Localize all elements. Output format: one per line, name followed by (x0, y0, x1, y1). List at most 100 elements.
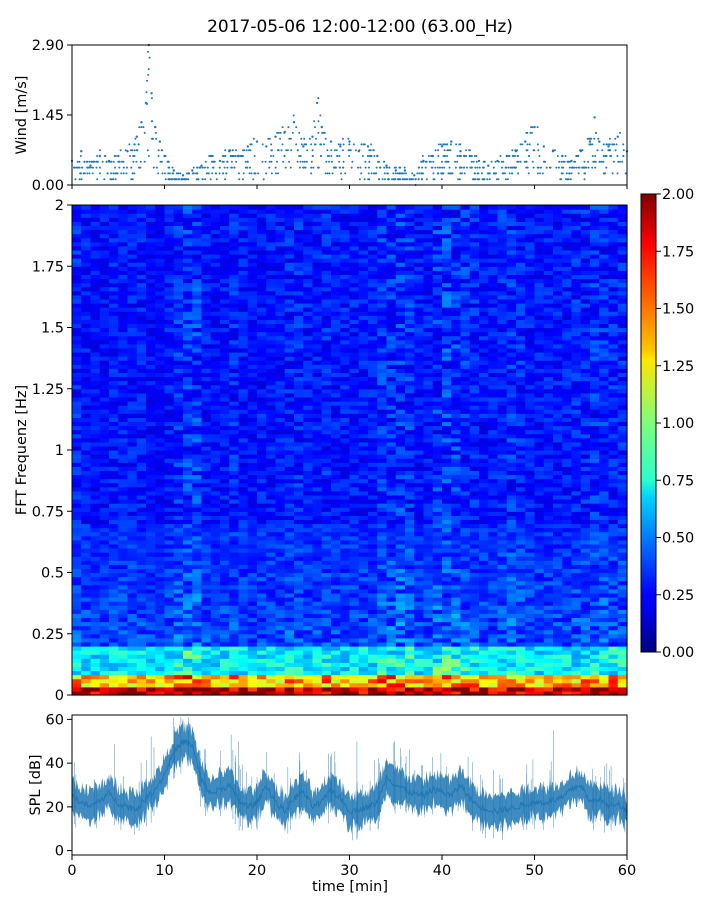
wind-scatter-points (70, 43, 629, 186)
wind-point (560, 172, 563, 175)
spectrogram-cell (192, 564, 203, 570)
wind-point (214, 172, 217, 175)
spectrogram-cell (303, 539, 314, 545)
spectrogram-cell (303, 515, 314, 521)
spectrogram-cell (340, 409, 351, 414)
spectrogram-cell (192, 298, 203, 304)
spectrogram-cell (155, 401, 166, 406)
spectrogram-cell (99, 401, 110, 406)
wind-point (323, 143, 325, 146)
spectrogram-cell (183, 486, 193, 492)
spectrogram-cell (275, 556, 286, 561)
spectrogram-cell (257, 241, 267, 247)
spectrogram-cell (118, 539, 129, 545)
spectrogram-cell (257, 560, 267, 565)
spectrogram-cell (210, 405, 221, 410)
spectrogram-cell (275, 360, 286, 365)
spectrogram-cell (210, 237, 221, 243)
spectrogram-cell (164, 499, 175, 504)
spectrogram-cell (155, 580, 166, 586)
spectrogram-cell (220, 470, 230, 476)
spectrogram-cell (72, 303, 82, 308)
spectrogram-cell (99, 458, 110, 463)
spectrogram-cell (81, 519, 92, 525)
spectrogram-cell (118, 637, 129, 643)
spectrogram-cell (312, 347, 323, 353)
wind-point (504, 178, 507, 181)
spectrogram-cell (127, 433, 138, 439)
spectrogram-cell (146, 311, 156, 316)
spectrogram-cell (340, 270, 351, 276)
spectrogram-cell (340, 429, 351, 435)
spectrogram-cell (90, 531, 101, 537)
spectrogram-cell (229, 576, 240, 582)
spectrogram-cell (164, 572, 175, 578)
spectrogram-cell (90, 241, 101, 247)
spectrogram-cell (312, 356, 323, 361)
wind-point (288, 137, 291, 140)
wind-point (112, 160, 115, 163)
spectrogram-cell (109, 237, 119, 243)
spectrogram-cell (146, 315, 156, 320)
spectrogram-cell (127, 319, 138, 325)
spectrogram-cell (303, 311, 314, 316)
spectrogram-cell (247, 445, 258, 451)
spectrogram-cell (90, 270, 101, 276)
spectrogram-cell (183, 625, 193, 631)
wind-point (337, 143, 340, 146)
spectrogram-cell (331, 678, 341, 684)
spectrogram-cell (238, 454, 249, 459)
spectrogram-cell (368, 650, 378, 655)
spectrogram-cell (183, 633, 193, 639)
spectrogram-cell (284, 445, 295, 451)
spectrogram-cell (312, 597, 323, 602)
spectrogram-cell (183, 425, 193, 431)
spectrogram-cell (358, 470, 369, 476)
spectrogram-cell (294, 637, 304, 643)
spectrogram-cell (109, 217, 119, 222)
spectrogram-cell (358, 682, 369, 688)
spectrogram-cell (238, 270, 249, 276)
wind-point (587, 166, 590, 169)
wind-point (347, 137, 350, 140)
spectrogram-cell (127, 225, 138, 231)
spectrogram-cell (192, 319, 203, 325)
wind-point (511, 149, 514, 152)
spectrogram-cell (368, 221, 378, 227)
spectrogram-cell (229, 486, 240, 492)
spectrogram-cell (303, 470, 314, 476)
spectrogram-cell (146, 433, 156, 439)
spectrogram-cell (229, 425, 240, 431)
spectrogram-cell (220, 609, 230, 614)
spectrogram-cell (284, 686, 295, 692)
spectrogram-cell (127, 633, 138, 639)
spectrogram-cell (136, 380, 147, 386)
wind-point (328, 172, 331, 175)
spectrogram-cell (294, 233, 304, 239)
spectrogram-cell (275, 564, 286, 570)
spectrogram-cell (183, 384, 193, 390)
spectrogram-cell (321, 258, 332, 263)
spectrogram-cell (257, 311, 267, 316)
spectrogram-cell (220, 625, 230, 631)
wind-point (167, 166, 170, 169)
spectrogram-cell (358, 217, 369, 222)
spectrogram-cell (284, 560, 295, 565)
spectrogram-cell (220, 597, 230, 602)
spectrogram-cell (247, 401, 258, 406)
spectrogram-cell (358, 592, 369, 598)
spectrogram-cell (321, 564, 332, 570)
wind-point (447, 172, 450, 175)
spectrogram-cell (238, 298, 249, 304)
spectrogram-cell (377, 543, 388, 549)
wind-point (108, 160, 110, 163)
spectrogram-cell (358, 405, 369, 410)
spectrogram-cell (99, 282, 110, 288)
spectrogram-cell (331, 254, 341, 259)
wind-point (424, 160, 427, 163)
spectrogram-cell (109, 543, 119, 549)
spectrogram-cell (99, 548, 110, 553)
spectrogram-cell (192, 556, 203, 561)
spectrogram-cell (257, 409, 267, 414)
spectrogram-cell (247, 629, 258, 635)
